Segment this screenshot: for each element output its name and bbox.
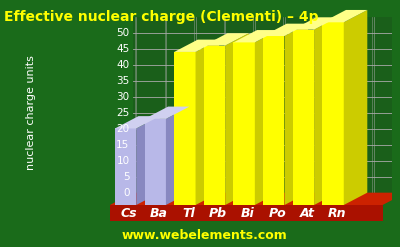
Text: 5: 5 <box>123 172 130 182</box>
Polygon shape <box>314 17 338 205</box>
Text: Ba: Ba <box>150 207 168 220</box>
Polygon shape <box>174 52 196 205</box>
Polygon shape <box>263 36 284 205</box>
Text: 15: 15 <box>116 140 130 150</box>
Polygon shape <box>134 17 400 193</box>
Polygon shape <box>293 17 338 30</box>
Polygon shape <box>255 30 278 205</box>
Polygon shape <box>115 128 136 205</box>
Polygon shape <box>115 116 160 128</box>
Text: Cs: Cs <box>121 207 138 220</box>
Polygon shape <box>144 119 166 205</box>
Polygon shape <box>110 193 400 205</box>
Text: Rn: Rn <box>327 207 346 220</box>
Polygon shape <box>196 40 219 205</box>
Polygon shape <box>204 46 225 205</box>
Text: At: At <box>300 207 314 220</box>
Text: www.webelements.com: www.webelements.com <box>121 229 287 242</box>
Text: Effective nuclear charge (Clementi) – 4p: Effective nuclear charge (Clementi) – 4p <box>4 10 318 24</box>
Polygon shape <box>110 205 382 221</box>
Polygon shape <box>144 106 190 119</box>
Polygon shape <box>234 30 278 42</box>
Text: Po: Po <box>268 207 286 220</box>
Text: 50: 50 <box>116 28 130 38</box>
Polygon shape <box>293 30 314 205</box>
Text: Tl: Tl <box>182 207 195 220</box>
Text: 10: 10 <box>116 156 130 166</box>
Polygon shape <box>322 22 344 205</box>
Polygon shape <box>234 42 255 205</box>
Text: 30: 30 <box>116 92 130 102</box>
Text: nuclear charge units: nuclear charge units <box>26 55 36 170</box>
Text: 0: 0 <box>123 188 130 198</box>
Polygon shape <box>166 106 190 205</box>
Polygon shape <box>322 10 367 22</box>
Text: 45: 45 <box>116 44 130 54</box>
Text: Pb: Pb <box>209 207 227 220</box>
Polygon shape <box>263 24 308 36</box>
Polygon shape <box>204 33 249 46</box>
Polygon shape <box>174 40 219 52</box>
Text: 25: 25 <box>116 108 130 118</box>
Text: 40: 40 <box>116 60 130 70</box>
Text: 20: 20 <box>116 124 130 134</box>
Polygon shape <box>344 10 367 205</box>
Text: Bi: Bi <box>241 207 254 220</box>
Polygon shape <box>136 116 160 205</box>
Polygon shape <box>284 24 308 205</box>
Polygon shape <box>225 33 249 205</box>
Text: 35: 35 <box>116 76 130 86</box>
